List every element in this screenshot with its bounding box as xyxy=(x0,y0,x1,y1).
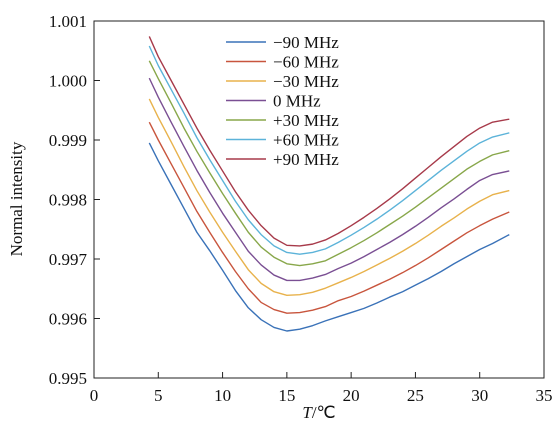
y-axis: 0.995 0.996 0.997 0.998 0.999 1.000 1.001 xyxy=(49,12,100,388)
x-tick-label: 20 xyxy=(343,386,360,405)
x-tick-label: 10 xyxy=(214,386,231,405)
x-tick-label: 15 xyxy=(278,386,295,405)
series-line xyxy=(148,121,510,314)
series-layer xyxy=(148,36,510,332)
x-tick-label: 25 xyxy=(407,386,424,405)
x-tick-label: 35 xyxy=(536,386,553,405)
legend-label: +30 MHz xyxy=(273,111,339,130)
legend-label: −30 MHz xyxy=(273,72,339,91)
legend-label: −90 MHz xyxy=(273,33,339,52)
y-tick-label: 0.996 xyxy=(49,310,87,329)
series-line xyxy=(148,60,510,267)
x-tick-label: 5 xyxy=(154,386,163,405)
y-tick-label: 1.000 xyxy=(49,72,87,91)
legend-label: −60 MHz xyxy=(273,53,339,72)
y-tick-label: 0.995 xyxy=(49,369,87,388)
series-line xyxy=(148,98,510,296)
series-line xyxy=(148,77,510,282)
x-tick-label: 0 xyxy=(90,386,99,405)
series-line xyxy=(148,142,510,332)
y-tick-label: 0.997 xyxy=(49,250,88,269)
y-tick-label: 0.999 xyxy=(49,131,87,150)
series-line xyxy=(148,45,510,255)
legend-label: +60 MHz xyxy=(273,131,339,150)
x-axis-title: T/℃ xyxy=(302,403,335,422)
y-tick-label: 0.998 xyxy=(49,191,87,210)
y-tick-label: 1.001 xyxy=(49,12,87,31)
legend-label: +90 MHz xyxy=(273,150,339,169)
y-axis-title: Normal intensity xyxy=(7,141,26,256)
series-line xyxy=(148,36,510,247)
legend-label: 0 MHz xyxy=(273,92,321,111)
x-tick-label: 30 xyxy=(471,386,488,405)
x-axis: 0 5 10 15 20 25 30 35 xyxy=(90,372,553,405)
